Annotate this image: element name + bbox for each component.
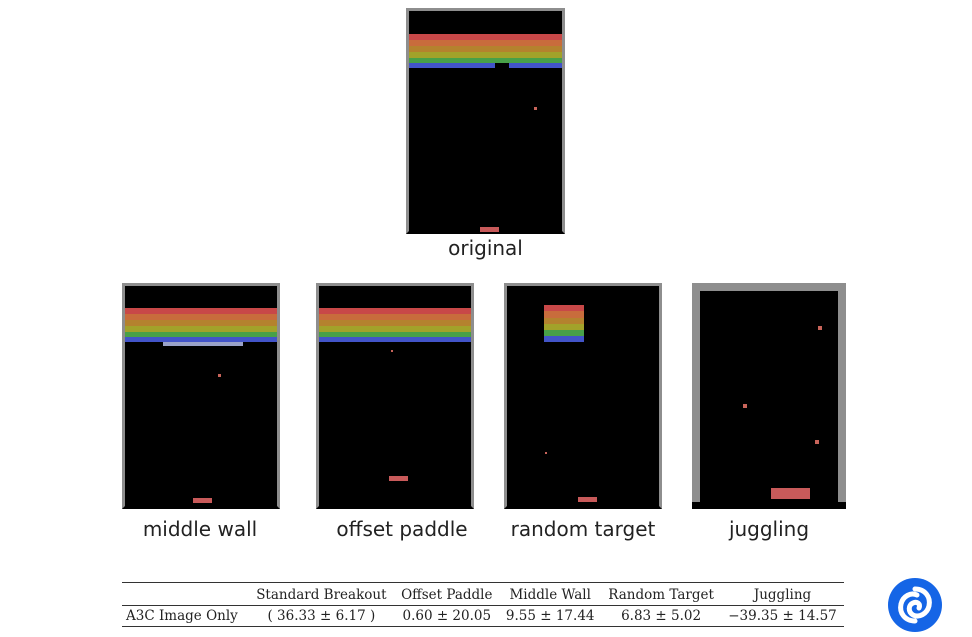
results-table: Standard Breakout Offset Paddle Middle W… [122, 582, 844, 627]
paddle [771, 488, 810, 499]
table-cell: 9.55 ± 17.44 [499, 605, 602, 627]
ball [534, 107, 537, 110]
swirl-logo-icon [888, 578, 942, 632]
table-header: Standard Breakout [248, 582, 395, 606]
ball [391, 350, 393, 352]
target-bricks [544, 305, 584, 342]
brick-row [125, 337, 277, 342]
brick-row [319, 332, 471, 337]
brick-row [544, 336, 584, 342]
brick-row [544, 324, 584, 330]
brick-row [319, 326, 471, 332]
game-panel-offset-paddle [316, 283, 474, 509]
ball [818, 326, 822, 330]
brick-row [409, 63, 562, 68]
table-cell: ( 36.33 ± 6.17 ) [248, 605, 395, 627]
paddle [389, 476, 408, 481]
brick-row [125, 308, 277, 314]
game-panel-random-target [504, 283, 662, 509]
ball [815, 440, 819, 444]
game-panel-middle-wall [122, 283, 280, 509]
table-cell: −39.35 ± 14.57 [721, 605, 844, 627]
brick-row [319, 320, 471, 326]
table-header: Offset Paddle [394, 582, 500, 606]
brick-row [409, 58, 562, 63]
caption-random-target: random target [510, 517, 656, 541]
table-cell: 6.83 ± 5.02 [601, 605, 722, 627]
brick-row [319, 337, 471, 342]
ball [218, 374, 221, 377]
brick-row [544, 305, 584, 311]
table-header: Middle Wall [499, 582, 602, 606]
caption-juggling: juggling [728, 517, 810, 541]
brick-row [544, 318, 584, 324]
brick-row [544, 330, 584, 336]
game-panel-juggling [692, 283, 846, 509]
brick-row [409, 40, 562, 46]
paddle [578, 497, 597, 502]
brick-row [319, 308, 471, 314]
brick-row [409, 46, 562, 52]
ball [743, 404, 747, 408]
table-header: Random Target [601, 582, 722, 606]
table-row: A3C Image Only ( 36.33 ± 6.17 ) 0.60 ± 2… [122, 605, 844, 627]
row-label: A3C Image Only [122, 605, 249, 627]
brick-row [544, 311, 584, 318]
brick-row [125, 314, 277, 320]
game-panel-original [406, 8, 565, 234]
table-header-row: Standard Breakout Offset Paddle Middle W… [122, 582, 844, 606]
ball [545, 452, 547, 454]
caption-middle-wall: middle wall [142, 517, 258, 541]
paddle [193, 498, 212, 503]
paddle [480, 227, 499, 232]
brick-row [409, 34, 562, 40]
juggling-field [700, 291, 838, 502]
table-header: Juggling [721, 582, 844, 606]
caption-original: original [448, 236, 523, 260]
table-header [122, 582, 249, 606]
brick-row [125, 320, 277, 326]
brick-gap [495, 63, 509, 68]
table-cell: 0.60 ± 20.05 [394, 605, 500, 627]
brick-row [125, 332, 277, 337]
brick-row [319, 314, 471, 320]
middle-wall [163, 342, 243, 346]
brick-row [409, 52, 562, 58]
juggling-floor [692, 502, 846, 509]
caption-offset-paddle: offset paddle [336, 517, 468, 541]
brick-row [125, 326, 277, 332]
